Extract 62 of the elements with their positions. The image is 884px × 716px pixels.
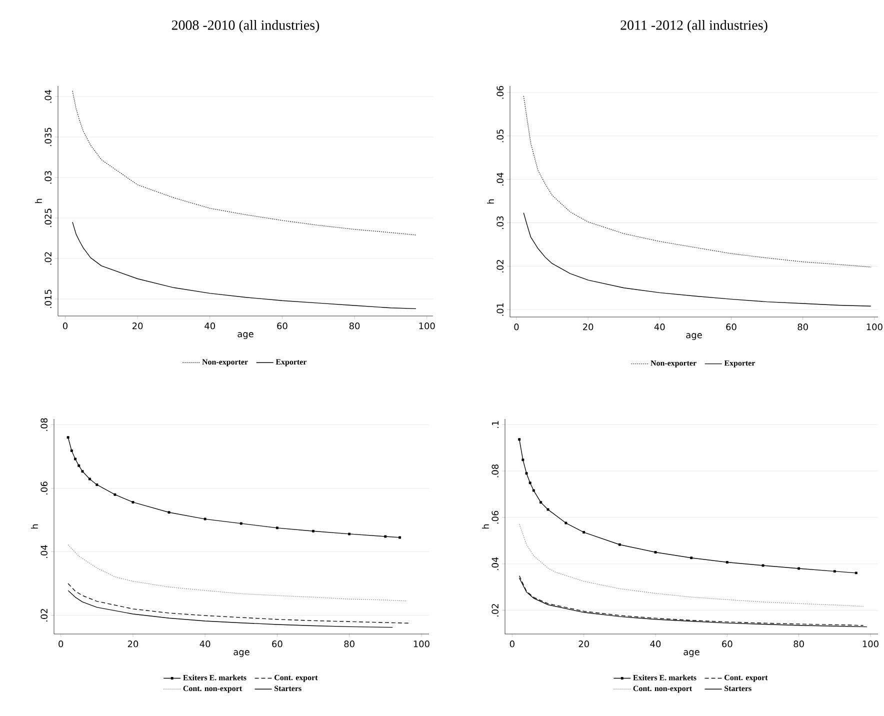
y-tick-label: .04 bbox=[40, 545, 48, 558]
x-tick-label: 100 bbox=[414, 640, 430, 648]
y-tick-label: .035 bbox=[44, 128, 52, 146]
x-axis-title: age bbox=[684, 650, 700, 658]
x-tick-label: 0 bbox=[58, 640, 64, 648]
y-tick-label: .04 bbox=[492, 557, 498, 570]
x-tick-label: 0 bbox=[510, 640, 514, 648]
y-tick-label: .03 bbox=[44, 171, 52, 184]
y-tick-label: .06 bbox=[496, 86, 504, 99]
x-tick-label: 100 bbox=[866, 324, 882, 330]
x-tick-label: 60 bbox=[722, 640, 732, 648]
y-axis-title: h bbox=[482, 524, 489, 529]
x-tick-label: 60 bbox=[272, 640, 282, 648]
chart-title: 2011 -2012 (all industries) bbox=[620, 20, 768, 33]
y-axis-title: h bbox=[31, 524, 38, 529]
x-tick-label: 40 bbox=[654, 324, 665, 330]
y-tick-label: .02 bbox=[492, 604, 498, 616]
line-series bbox=[523, 212, 872, 306]
chart-title: 2008 -2010 (all industries) bbox=[172, 20, 320, 33]
y-tick-label: .06 bbox=[492, 510, 498, 524]
x-tick-label: 20 bbox=[578, 640, 589, 648]
x-tick-label: 20 bbox=[132, 322, 143, 330]
x-tick-label: 80 bbox=[798, 324, 808, 330]
x-axis-title: age bbox=[686, 333, 702, 340]
x-axis-title: age bbox=[234, 650, 250, 658]
y-tick-label: .04 bbox=[44, 90, 52, 103]
line-series bbox=[72, 222, 416, 310]
line-series bbox=[72, 90, 416, 236]
y-tick-label: .025 bbox=[44, 208, 52, 228]
x-tick-label: 40 bbox=[204, 322, 215, 330]
y-tick-label: .08 bbox=[492, 464, 498, 478]
y-tick-label: .05 bbox=[496, 130, 504, 142]
y-tick-label: .01 bbox=[496, 303, 504, 316]
y-tick-label: .1 bbox=[492, 421, 498, 428]
line-series bbox=[518, 524, 864, 607]
x-tick-label: 100 bbox=[862, 640, 878, 648]
line-series bbox=[68, 590, 393, 628]
x-tick-label: 100 bbox=[419, 322, 435, 330]
x-tick-label: 40 bbox=[200, 640, 210, 648]
line-series bbox=[523, 96, 872, 268]
x-tick-label: 80 bbox=[349, 322, 360, 330]
y-axis-title: h bbox=[35, 198, 42, 204]
x-tick-label: 80 bbox=[344, 640, 354, 648]
line-series bbox=[68, 544, 408, 602]
x-tick-label: 0 bbox=[514, 324, 519, 330]
x-tick-label: 80 bbox=[794, 640, 804, 648]
y-axis-title: h bbox=[487, 199, 494, 204]
y-tick-label: .06 bbox=[40, 482, 48, 494]
y-tick-label: .02 bbox=[496, 260, 504, 272]
x-tick-label: 40 bbox=[650, 640, 661, 648]
y-tick-label: .03 bbox=[496, 216, 504, 229]
y-tick-label: .08 bbox=[40, 418, 48, 431]
y-tick-label: .02 bbox=[40, 609, 48, 622]
x-tick-label: 20 bbox=[128, 640, 138, 648]
x-tick-label: 20 bbox=[582, 324, 594, 330]
x-tick-label: 0 bbox=[62, 322, 68, 330]
y-tick-label: .04 bbox=[496, 172, 504, 186]
x-tick-label: 60 bbox=[726, 324, 736, 330]
y-tick-label: .02 bbox=[44, 252, 52, 265]
x-axis-title: age bbox=[238, 332, 254, 340]
x-tick-label: 60 bbox=[277, 322, 288, 330]
y-tick-label: .015 bbox=[44, 290, 52, 308]
